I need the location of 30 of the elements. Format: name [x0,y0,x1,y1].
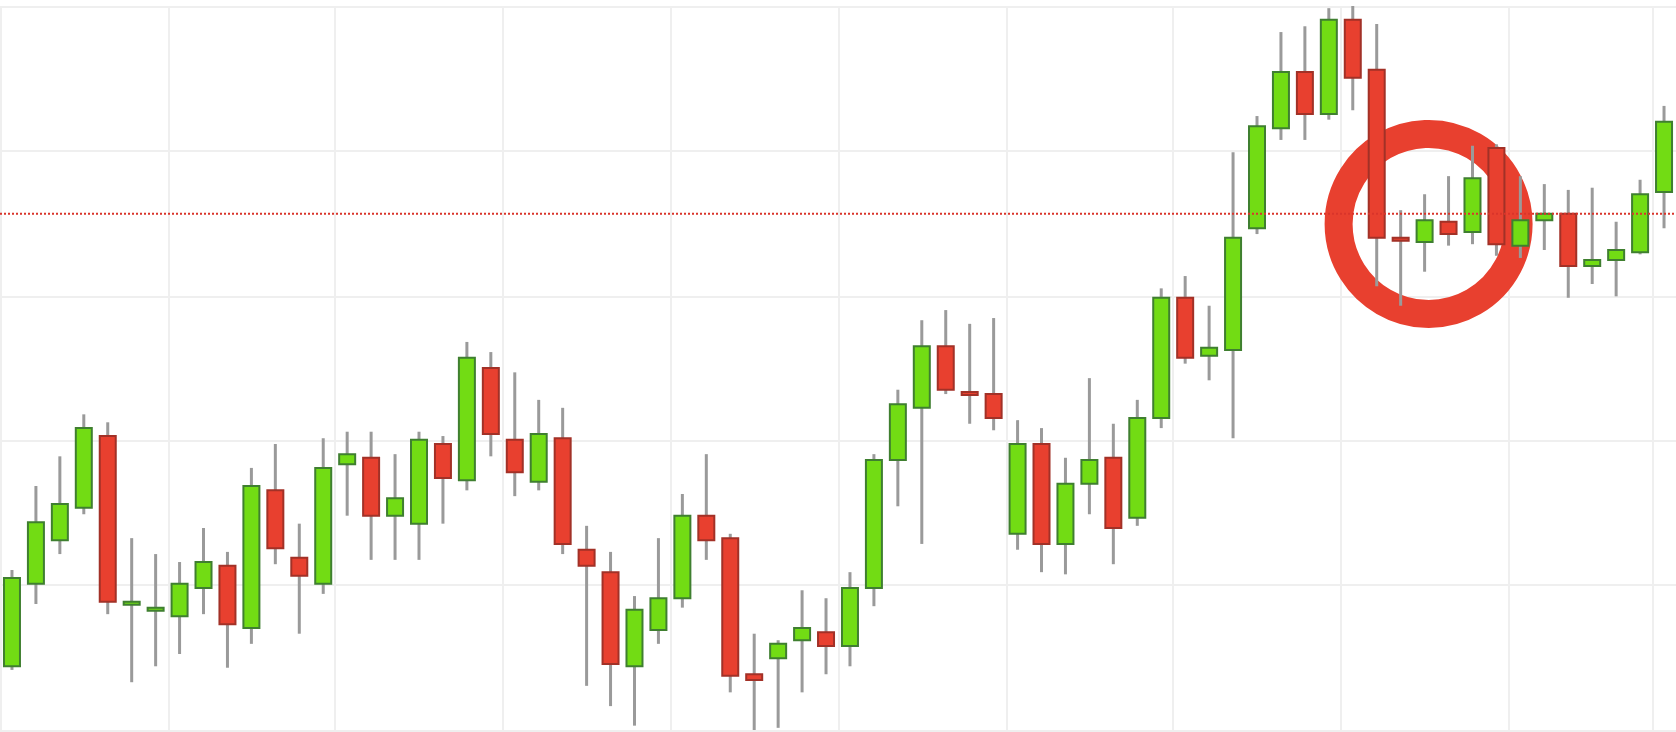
candlestick [984,316,1003,432]
candlestick [769,638,788,730]
candlestick [1415,192,1434,274]
candlestick [1607,220,1626,298]
candlestick [505,370,524,498]
candlestick [1583,186,1602,286]
candlestick [146,552,165,668]
candlestick [170,560,189,656]
candlestick [290,522,309,636]
candlestick [50,454,69,556]
candlestick [122,536,141,684]
candlestick [936,308,955,396]
candlestick [1439,174,1458,248]
candlestick [1295,24,1314,142]
candlestick [529,398,548,492]
candlestick [745,632,764,732]
candlestick [433,434,452,526]
candlestick [817,596,836,676]
candlestick [1080,376,1099,516]
candlestick [960,322,979,426]
candlestick [577,524,596,688]
candlestick [793,588,812,694]
candlestick [1511,174,1530,260]
candlestick [1200,304,1219,382]
candlestick [1391,208,1410,308]
candlestick [194,526,213,616]
candlestick [649,536,668,646]
candlestick [338,430,357,518]
candlestick [697,452,716,562]
candlestick [386,452,405,562]
